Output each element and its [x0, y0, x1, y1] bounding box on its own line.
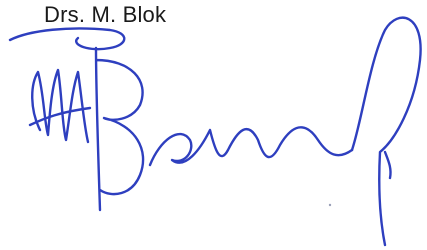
signature-stroke	[30, 108, 90, 125]
signature-stroke	[150, 127, 352, 165]
signer-name: Drs. M. Blok	[44, 2, 166, 28]
signature-stroke	[96, 48, 143, 210]
page: Drs. M. Blok {"name": "Drs. M. Blok"} ((…	[0, 0, 427, 250]
signature-stroke	[385, 152, 391, 178]
signature-stroke	[352, 18, 421, 245]
signature-stroke	[32, 70, 88, 142]
signature	[0, 0, 427, 250]
signature-stroke	[10, 28, 124, 49]
ink-dot	[329, 204, 331, 206]
